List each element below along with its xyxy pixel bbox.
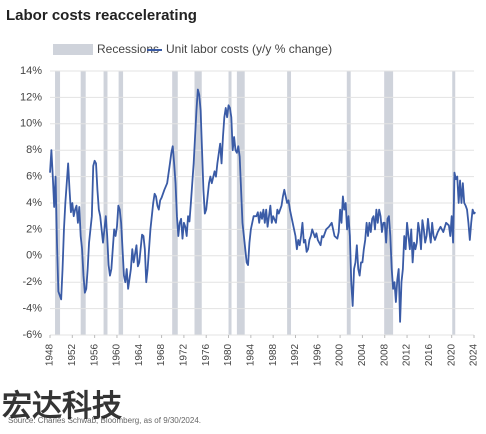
x-tick-label: 2012 (402, 343, 413, 366)
x-tick-label: 2008 (379, 343, 390, 366)
y-tick-label: 6% (26, 171, 42, 183)
x-tick-label: 2020 (446, 343, 457, 366)
x-tick-label: 1984 (245, 343, 256, 366)
x-tick-label: 1976 (201, 343, 212, 366)
legend-label: Unit labor costs (y/y % change) (166, 42, 332, 56)
watermark: 宏达科技 (2, 389, 122, 423)
x-tick-label: 2024 (469, 343, 480, 366)
y-tick-label: 0% (26, 250, 42, 262)
x-tick-label: 1988 (268, 343, 279, 366)
x-tick-label: 1948 (45, 343, 56, 366)
y-tick-label: 8% (26, 144, 42, 156)
source-note: Source: Charles Schwab, Bloomberg, as of… (8, 416, 201, 425)
y-tick-label: 4% (26, 197, 42, 209)
x-tick-label: 1960 (112, 343, 123, 366)
x-tick-label: 1980 (223, 343, 234, 366)
x-tick-label: 1952 (67, 343, 78, 366)
y-tick-label: 10% (20, 118, 42, 130)
x-tick-label: 1968 (156, 343, 167, 366)
y-tick-label: 12% (20, 91, 42, 103)
y-tick-label: 14% (20, 65, 42, 77)
x-tick-label: 2000 (335, 343, 346, 366)
line-series (49, 88, 477, 323)
y-tick-label: -6% (22, 329, 42, 341)
x-tick-label: 1992 (290, 343, 301, 366)
x-tick-label: 1956 (89, 343, 100, 366)
legend-swatch (53, 44, 93, 55)
x-tick-label: 1996 (312, 343, 323, 366)
x-tick-label: 1964 (134, 343, 145, 366)
x-tick-label: 2004 (357, 343, 368, 366)
x-tick-label: 1972 (179, 343, 190, 366)
chart-title: Labor costs reaccelerating (6, 7, 197, 24)
y-tick-label: 2% (26, 223, 42, 235)
x-tick-label: 2016 (424, 343, 435, 366)
y-tick-label: -2% (22, 276, 42, 288)
y-tick-label: -4% (22, 303, 42, 315)
legend-label: Recessions (97, 42, 159, 56)
